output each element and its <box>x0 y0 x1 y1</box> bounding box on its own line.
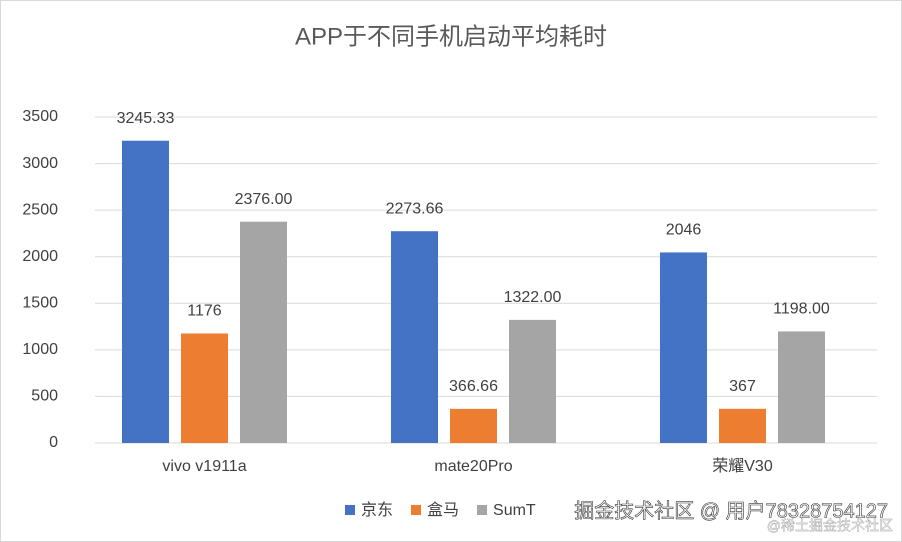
bar <box>778 331 825 443</box>
bar <box>660 252 707 443</box>
value-label: 1198.00 <box>773 301 830 318</box>
y-tick-label: 1500 <box>22 295 58 312</box>
bar <box>240 221 287 443</box>
y-tick-label: 2500 <box>22 201 58 218</box>
y-tick-label: 3500 <box>22 108 58 125</box>
legend-label: SumT <box>493 502 536 519</box>
value-label: 367 <box>729 378 756 395</box>
bar <box>181 333 228 443</box>
chart-title: APP于不同手机启动平均耗时 <box>295 23 607 50</box>
bar <box>391 231 438 443</box>
value-label: 2046 <box>666 222 702 239</box>
value-label: 2376.00 <box>235 191 293 208</box>
legend-swatch <box>411 505 422 515</box>
legend-label: 盒马 <box>427 501 459 519</box>
bar <box>450 408 497 443</box>
value-label: 1322.00 <box>504 289 562 306</box>
y-tick-label: 2000 <box>22 248 58 265</box>
value-label: 3245.33 <box>117 110 175 127</box>
watermark: 掘金技术社区 @ 用户78328754127 <box>574 499 888 522</box>
legend-swatch <box>345 505 355 515</box>
bar <box>719 408 766 443</box>
x-tick-label: vivo v1911a <box>162 458 246 475</box>
y-tick-label: 500 <box>31 388 58 405</box>
y-tick-label: 1000 <box>22 341 58 358</box>
x-tick-label: mate20Pro <box>434 458 512 475</box>
legend-label: 京东 <box>361 501 393 519</box>
value-label: 1176 <box>187 303 222 320</box>
watermark: @稀土掘金技术社区 <box>767 518 893 534</box>
y-tick-label: 3000 <box>22 155 58 172</box>
bar <box>509 319 556 443</box>
value-label: 2273.66 <box>386 200 444 217</box>
bar <box>122 140 169 443</box>
value-label: 366.66 <box>449 378 498 395</box>
y-tick-label: 0 <box>49 434 58 451</box>
x-tick-label: 荣耀V30 <box>712 457 773 475</box>
legend-swatch <box>477 505 488 515</box>
